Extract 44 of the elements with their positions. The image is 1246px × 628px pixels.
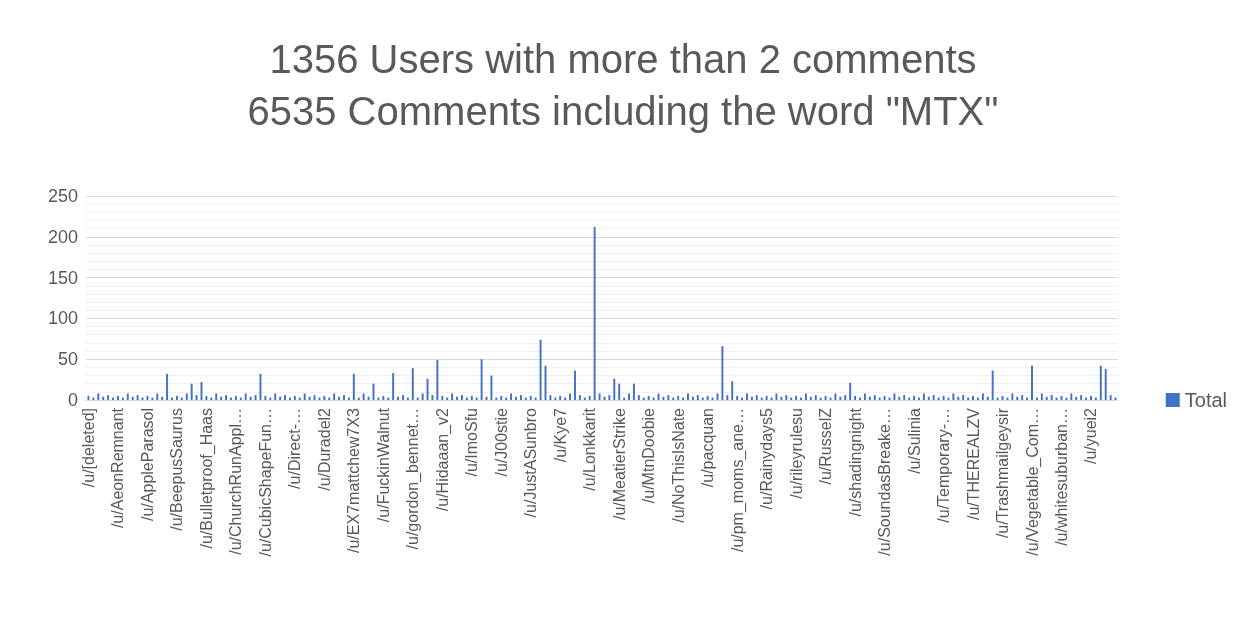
x-tick-label: /u/EX7mattchew7X3 (345, 407, 363, 553)
y-tick-label: 150 (47, 267, 78, 288)
y-tick-label: 200 (47, 226, 78, 247)
x-tick-label: /u/MeatierStrike (610, 407, 628, 521)
x-tick-label: /u/ImoSfu (463, 408, 481, 477)
x-tick-label: /u/shadingnight (846, 407, 864, 517)
x-tick-label: /u/Rainydays5 (758, 407, 776, 510)
x-tick-label: /u/FuckinWalnut (374, 407, 392, 523)
x-tick-label: /u/Trashmailgeysir (994, 407, 1012, 539)
chart-title: 1356 Users with more than 2 comments (269, 37, 977, 81)
x-tick-label: /u/pacquan (699, 408, 717, 488)
y-tick-label: 50 (57, 349, 78, 370)
y-tick-label: 250 (47, 186, 78, 206)
x-tick-label: /u/SoundasBreake… (876, 408, 894, 556)
x-tick-label: /u/Kye7 (551, 407, 569, 463)
x-tick-label: /u/Bulletproof_Haas (197, 408, 216, 549)
x-tick-label: /u/RusselZ (817, 407, 835, 485)
y-tick-label: 0 (67, 390, 78, 410)
x-tick-label: /u/AppleParasol (138, 408, 156, 521)
x-tick-label: /u/JustASunbro (522, 407, 540, 518)
x-tick-label: /u/CubicShapeFun… (256, 408, 274, 557)
x-tick-label: /u/J00stie (492, 407, 510, 477)
x-tick-label: /u/BeepusSaurus (168, 408, 186, 531)
x-tick-label: /u/AeonRemnant (109, 407, 127, 529)
x-tick-label: /u/gordon_bennet… (404, 408, 423, 550)
y-tick-label: 100 (47, 308, 78, 329)
x-tick-label: /u/Sulinia (905, 407, 923, 474)
x-tick-label: /u/yuei2 (1082, 407, 1100, 465)
x-tick-label: /u/Duradel2 (315, 407, 333, 491)
x-tick-label: /u/Hidaaan_v2 (433, 407, 452, 512)
legend-label: Total (1184, 389, 1227, 411)
x-tick-label: /u/whitesuburban… (1052, 408, 1070, 546)
x-tick-label: /u/NoThisIsNate (669, 407, 687, 523)
chart-subtitle: 6535 Comments including the word "MTX" (247, 89, 999, 133)
x-tick-label: /u/THEREALZV (964, 407, 982, 521)
x-tick-label: /u/MtnDoobie (640, 407, 658, 504)
x-tick-label: /u/Vegetable_Com… (1023, 408, 1042, 556)
x-tick-label: /u/rileyrulesu (787, 408, 805, 499)
x-tick-label: /u/Temporary-… (935, 408, 953, 523)
x-tick-label: /u/[deleted] (79, 408, 97, 488)
x-tick-label: /u/pm_moms_ane… (728, 408, 747, 553)
x-tick-label: /u/Lonkkarit (581, 407, 599, 491)
x-tick-label: /u/Direct-… (286, 408, 304, 489)
x-tick-label: /u/ChurchRunAppl… (227, 408, 245, 555)
